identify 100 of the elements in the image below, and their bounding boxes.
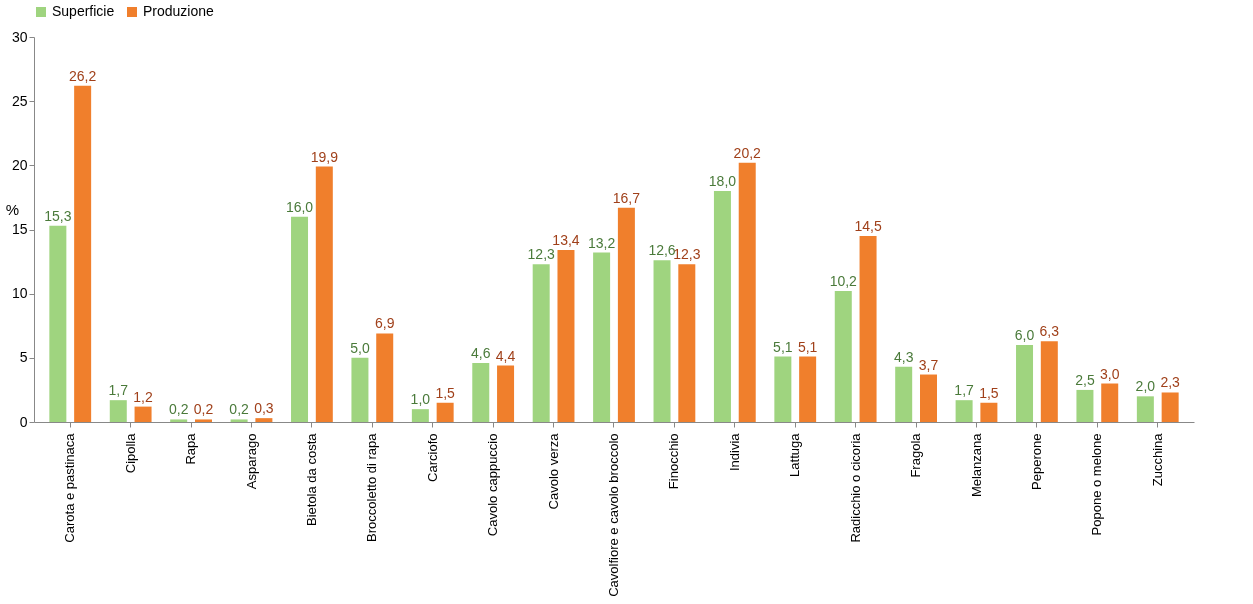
bar bbox=[109, 400, 127, 422]
bar bbox=[557, 250, 575, 422]
bar bbox=[653, 260, 671, 422]
x-tick-label: Zucchina bbox=[1149, 432, 1165, 487]
data-label: 2,3 bbox=[1160, 374, 1181, 391]
bar bbox=[472, 362, 490, 422]
x-tick-label: Indivia bbox=[726, 432, 742, 472]
bar bbox=[411, 409, 429, 422]
x-tick-label: Melanzana bbox=[968, 432, 984, 498]
data-label: 2,0 bbox=[1135, 378, 1156, 395]
data-label: 3,0 bbox=[1099, 365, 1120, 382]
x-tick-label: Broccoletto di rapa bbox=[364, 432, 380, 542]
data-label: 0,2 bbox=[168, 401, 189, 418]
y-tick-label: 20 bbox=[11, 156, 28, 173]
data-label: 13,4 bbox=[552, 232, 580, 249]
x-tick-label: Carciofo bbox=[424, 433, 440, 482]
data-label: 0,2 bbox=[229, 401, 250, 418]
data-label: 16,7 bbox=[612, 189, 641, 206]
bar bbox=[774, 356, 792, 422]
data-label: 4,4 bbox=[495, 347, 516, 364]
data-label: 1,0 bbox=[410, 391, 431, 408]
data-label: 6,9 bbox=[374, 315, 395, 332]
bar bbox=[291, 216, 309, 422]
y-axis-title: % bbox=[5, 200, 20, 218]
data-label: 26,2 bbox=[69, 67, 97, 84]
x-tick-label: Asparago bbox=[243, 433, 259, 490]
data-label: 5,0 bbox=[350, 339, 370, 356]
data-label: 4,3 bbox=[893, 348, 914, 365]
y-tick-label: 5 bbox=[19, 349, 28, 366]
bar bbox=[1076, 389, 1094, 422]
bar bbox=[74, 85, 92, 422]
x-tick-label: Bietola da costa bbox=[303, 432, 319, 527]
data-label: 14,5 bbox=[854, 217, 882, 234]
bar bbox=[678, 264, 696, 422]
data-label: 18,0 bbox=[708, 173, 737, 189]
x-tick-label: Fragola bbox=[908, 432, 924, 478]
y-tick-label: 10 bbox=[11, 285, 28, 302]
bar bbox=[255, 418, 273, 422]
data-label: 1,5 bbox=[979, 384, 999, 401]
bar bbox=[799, 356, 817, 422]
data-label: 5,1 bbox=[773, 338, 793, 355]
x-tick-label: Finocchio bbox=[666, 433, 682, 490]
x-tick-label: Cavolo cappuccio bbox=[485, 433, 501, 537]
y-tick-label: 25 bbox=[11, 92, 28, 109]
bar bbox=[49, 225, 67, 422]
bar bbox=[738, 162, 756, 422]
data-label: 1,5 bbox=[435, 384, 456, 401]
bar bbox=[980, 402, 998, 422]
y-tick-label: 30 bbox=[11, 28, 28, 45]
bar bbox=[955, 400, 973, 422]
data-label: 3,7 bbox=[918, 356, 939, 373]
bar bbox=[617, 207, 635, 422]
x-tick-label: Cipolla bbox=[122, 432, 138, 474]
data-label: 0,3 bbox=[254, 400, 274, 417]
bar bbox=[532, 264, 550, 422]
bar bbox=[859, 235, 877, 422]
bar bbox=[436, 402, 454, 422]
x-tick-label: Cavolo verza bbox=[545, 432, 561, 510]
y-tick-label: 0 bbox=[19, 413, 28, 430]
data-label: 1,2 bbox=[133, 388, 153, 405]
x-tick-label: Radicchio o cicoria bbox=[847, 432, 863, 543]
bar bbox=[134, 406, 152, 422]
x-tick-label: Popone o melone bbox=[1089, 433, 1105, 536]
bar bbox=[376, 333, 394, 422]
bar bbox=[170, 419, 188, 422]
data-label: 19,9 bbox=[310, 148, 339, 165]
bar bbox=[230, 419, 248, 422]
bar bbox=[1040, 341, 1058, 422]
data-label: 20,2 bbox=[733, 144, 762, 161]
data-label: 2,5 bbox=[1075, 371, 1095, 388]
data-label: 12,3 bbox=[527, 246, 556, 263]
data-label: 16,0 bbox=[285, 198, 314, 215]
legend-label: Produzione bbox=[143, 3, 215, 19]
bar bbox=[351, 357, 369, 422]
data-label: 0,2 bbox=[193, 401, 214, 418]
data-label: 6,3 bbox=[1039, 323, 1060, 340]
data-label: 10,2 bbox=[829, 273, 858, 290]
legend-label: Superficie bbox=[52, 3, 115, 19]
data-label: 13,2 bbox=[587, 234, 616, 251]
data-label: 15,3 bbox=[44, 207, 72, 224]
x-tick-label: Carota e pastinaca bbox=[62, 432, 78, 543]
bar bbox=[713, 191, 731, 422]
data-label: 1,7 bbox=[954, 382, 975, 399]
y-tick-label: 15 bbox=[11, 221, 28, 237]
bar bbox=[1101, 383, 1119, 422]
data-label: 4,6 bbox=[471, 344, 491, 361]
bar bbox=[593, 252, 611, 422]
bar bbox=[834, 291, 852, 422]
x-tick-label: Cavolfiore e cavolo broccolo bbox=[606, 433, 621, 597]
bar bbox=[315, 166, 333, 422]
data-label: 6,0 bbox=[1014, 327, 1035, 343]
bar bbox=[1136, 396, 1154, 422]
x-tick-label: Rapa bbox=[183, 432, 199, 465]
bar bbox=[895, 366, 913, 422]
data-label: 5,1 bbox=[797, 338, 818, 355]
bar bbox=[497, 365, 515, 422]
data-label: 1,7 bbox=[108, 382, 129, 399]
bar bbox=[1161, 392, 1179, 422]
x-tick-label: Lattuga bbox=[787, 432, 803, 477]
bar bbox=[1016, 345, 1034, 422]
